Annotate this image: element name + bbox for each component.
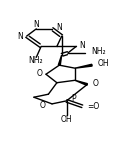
Text: N: N bbox=[33, 20, 39, 29]
Text: O: O bbox=[40, 101, 46, 110]
Text: OH: OH bbox=[61, 115, 72, 124]
Text: OH: OH bbox=[98, 59, 109, 68]
Polygon shape bbox=[75, 64, 92, 68]
Text: N: N bbox=[79, 41, 85, 50]
Polygon shape bbox=[58, 55, 62, 65]
Text: NH₂: NH₂ bbox=[91, 47, 106, 56]
Text: O: O bbox=[37, 68, 43, 78]
Text: P: P bbox=[71, 94, 76, 103]
Polygon shape bbox=[75, 80, 87, 85]
Text: N: N bbox=[18, 32, 23, 41]
Text: =O: =O bbox=[87, 102, 99, 111]
Text: NH₂: NH₂ bbox=[28, 56, 42, 65]
Text: N: N bbox=[56, 23, 62, 32]
Text: O: O bbox=[93, 79, 99, 88]
